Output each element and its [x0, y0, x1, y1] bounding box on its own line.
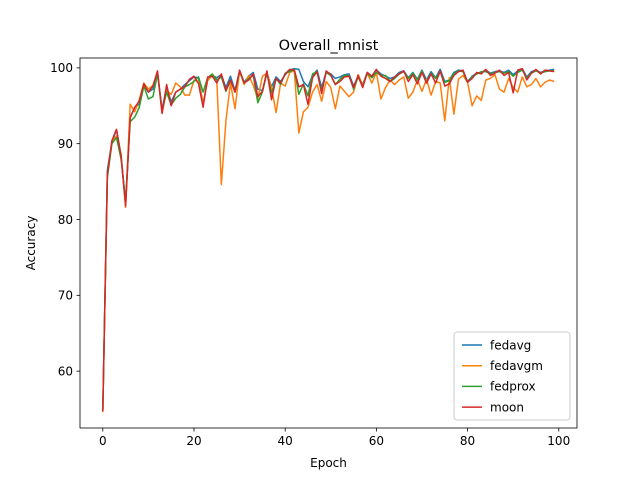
y-tick-label: 60	[58, 364, 73, 378]
legend-label-moon: moon	[490, 400, 524, 414]
x-axis-label: Epoch	[310, 456, 347, 470]
series-line-moon	[102, 67, 555, 412]
x-axis: 0 20 40 60 80 100	[99, 428, 570, 448]
x-tick-label: 20	[186, 434, 201, 448]
series-line-fedavgm	[102, 70, 555, 413]
legend-label-fedprox: fedprox	[490, 380, 536, 394]
x-tick-label: 0	[99, 434, 107, 448]
y-tick-label: 80	[58, 213, 73, 227]
legend-box	[453, 331, 571, 421]
x-tick-label: 100	[547, 434, 570, 448]
y-tick-label: 90	[58, 137, 73, 151]
chart-title: Overall_mnist	[279, 38, 379, 54]
legend-label-fedavgm: fedavgm	[490, 359, 543, 373]
x-tick-label: 60	[369, 434, 384, 448]
y-axis: 60 70 80 90 100	[50, 61, 80, 378]
y-tick-label: 100	[50, 61, 73, 75]
series-layer	[102, 67, 555, 413]
axes-frame	[79, 57, 578, 429]
y-axis-label: Accuracy	[24, 216, 38, 271]
x-tick-label: 80	[460, 434, 475, 448]
y-tick-label: 70	[58, 289, 73, 303]
legend-label-fedavg: fedavg	[490, 338, 531, 352]
x-tick-label: 40	[278, 434, 293, 448]
legend: fedavg fedavgm fedprox moon	[453, 331, 571, 421]
